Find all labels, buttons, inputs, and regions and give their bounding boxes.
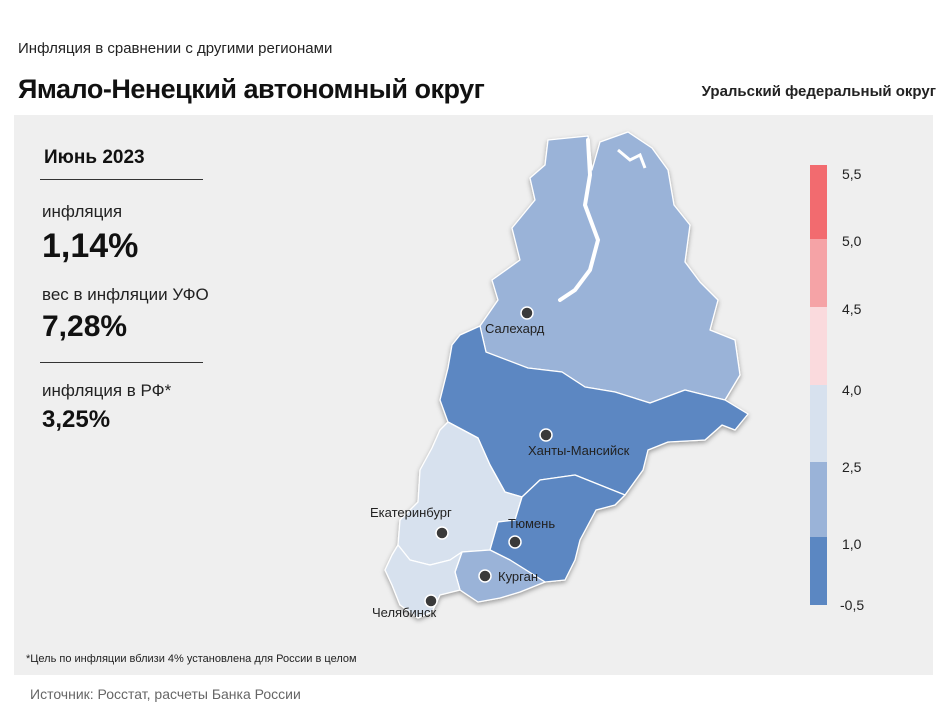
city-label-salekhard: Салехард — [485, 321, 545, 336]
inflation-value: 1,14% — [42, 227, 139, 265]
inflation-label: инфляция — [42, 202, 123, 221]
divider — [40, 179, 203, 180]
legend-tick-label: 1,0 — [842, 536, 862, 552]
legend-tick-label: 4,5 — [842, 301, 862, 317]
city-dot-salekhard[interactable] — [520, 306, 534, 320]
city-label-khanty: Ханты-Мансийск — [528, 443, 630, 458]
legend-tick-label: 5,5 — [842, 166, 862, 182]
source-note: Источник: Росстат, расчеты Банка России — [30, 686, 301, 702]
legend-tick-label: -0,5 — [840, 597, 865, 613]
city-label-kurgan: Курган — [498, 569, 538, 584]
gulf-of-ob — [558, 138, 601, 302]
city-dot-ekaterinburg[interactable] — [435, 526, 449, 540]
city-label-chelyabinsk: Челябинск — [372, 605, 436, 620]
legend-swatch — [810, 165, 827, 239]
legend-tick-label: 5,0 — [842, 233, 862, 249]
footnote: *Цель по инфляции вблизи 4% установлена … — [26, 653, 357, 665]
rf-inflation-label: инфляция в РФ* — [42, 381, 172, 400]
legend-swatch — [810, 385, 827, 462]
district-label: Уральский федеральный округ — [701, 83, 936, 100]
city-dot-chelyabinsk[interactable] — [424, 594, 438, 608]
region-yamal[interactable] — [479, 131, 741, 404]
weight-label: вес в инфляции УФО — [42, 285, 209, 304]
legend-swatch — [810, 307, 827, 385]
city-dot-kurgan[interactable] — [478, 569, 492, 583]
city-dot-khanty[interactable] — [539, 428, 553, 442]
weight-value: 7,28% — [42, 310, 128, 343]
region-chelyabinsk[interactable] — [384, 544, 463, 619]
city-dot-tyumen[interactable] — [508, 535, 522, 549]
legend-swatch — [810, 462, 827, 537]
region-tyumen[interactable] — [489, 474, 626, 583]
divider — [40, 362, 203, 363]
legend-tick-label: 4,0 — [842, 382, 862, 398]
subtitle: Инфляция в сравнении с другими регионами — [18, 40, 333, 57]
page-title: Ямало-Ненецкий автономный округ — [18, 74, 485, 104]
rf-inflation-value: 3,25% — [42, 406, 111, 433]
legend-swatch — [810, 537, 827, 605]
city-label-tyumen: Тюмень — [508, 516, 555, 531]
legend-color-bar — [810, 165, 827, 605]
legend-swatch — [810, 239, 827, 307]
inlet-detail — [617, 148, 647, 169]
city-label-ekaterinburg: Екатеринбург — [370, 505, 452, 520]
legend-tick-label: 2,5 — [842, 459, 862, 475]
period-label: Июнь 2023 — [44, 147, 145, 168]
